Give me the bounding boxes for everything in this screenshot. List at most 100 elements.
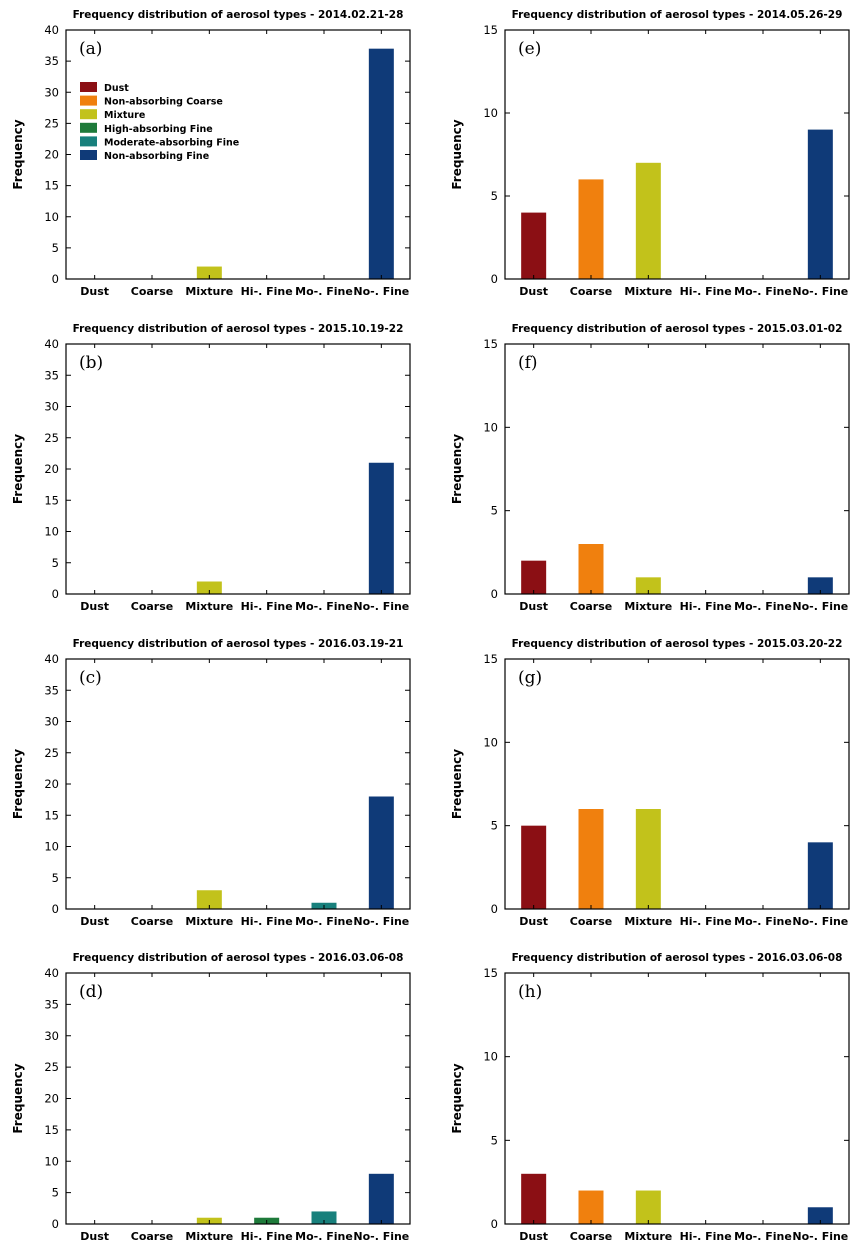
bar-no-fine xyxy=(807,1207,833,1224)
y-tick-label: 20 xyxy=(44,148,59,162)
panel-label: (a) xyxy=(79,39,102,59)
bar-no-fine xyxy=(807,129,833,279)
legend-label: Non-absorbing Coarse xyxy=(104,97,223,108)
chart-panel-b: Frequency distribution of aerosol types … xyxy=(11,323,411,613)
bar-mixture xyxy=(635,577,661,594)
legend-label: Non-absorbing Fine xyxy=(104,151,209,162)
x-tick-label: Mixture xyxy=(624,285,672,298)
y-tick-label: 15 xyxy=(44,1123,59,1137)
y-tick-label: 35 xyxy=(44,54,59,68)
bar-coarse xyxy=(578,179,604,279)
y-tick-label: 30 xyxy=(44,1029,59,1043)
bar-no-fine xyxy=(368,1173,394,1224)
x-tick-label: Hi-. Fine xyxy=(241,1230,293,1243)
x-tick-label: Coarse xyxy=(131,600,174,613)
x-tick-label: Mo-. Fine xyxy=(295,600,353,613)
x-tick-label: Dust xyxy=(519,915,548,928)
y-tick-label: 15 xyxy=(44,179,59,193)
bar-no-fine xyxy=(368,48,394,279)
x-tick-label: Coarse xyxy=(131,1230,174,1243)
y-tick-label: 10 xyxy=(44,210,59,224)
y-axis-label: Frequency xyxy=(11,749,25,819)
y-tick-label: 30 xyxy=(44,85,59,99)
bar-dust xyxy=(521,212,547,279)
y-tick-label: 5 xyxy=(52,241,59,255)
chart-title: Frequency distribution of aerosol types … xyxy=(73,638,404,650)
chart-title: Frequency distribution of aerosol types … xyxy=(512,323,843,335)
y-tick-label: 35 xyxy=(44,368,59,382)
bar-mixture xyxy=(196,266,222,279)
y-tick-label: 40 xyxy=(44,966,59,980)
legend-label: Dust xyxy=(104,83,129,94)
y-tick-label: 20 xyxy=(44,462,59,476)
plot-frame xyxy=(504,29,850,280)
x-tick-label: No-. Fine xyxy=(353,600,409,613)
y-tick-label: 25 xyxy=(44,746,59,760)
panel-label: (c) xyxy=(79,668,102,688)
y-tick-label: 15 xyxy=(483,966,498,980)
bar-no-fine xyxy=(368,462,394,594)
y-tick-label: 10 xyxy=(44,840,59,854)
bar-mixture xyxy=(635,162,661,279)
bar-dust xyxy=(521,560,547,594)
y-tick-label: 0 xyxy=(52,272,59,286)
x-tick-label: Mo-. Fine xyxy=(295,915,353,928)
chart-title: Frequency distribution of aerosol types … xyxy=(512,952,843,964)
panel-label: (f) xyxy=(518,353,538,373)
x-tick-label: No-. Fine xyxy=(353,915,409,928)
x-tick-label: Coarse xyxy=(131,915,174,928)
y-tick-label: 10 xyxy=(483,1050,498,1064)
bar-mo-fine xyxy=(311,1211,337,1224)
chart-panel-e: Frequency distribution of aerosol types … xyxy=(450,9,850,298)
y-tick-label: 15 xyxy=(483,337,498,351)
x-tick-label: Dust xyxy=(519,1230,548,1243)
plot-frame xyxy=(65,29,411,280)
x-tick-label: Dust xyxy=(519,600,548,613)
x-tick-label: Mixture xyxy=(624,600,672,613)
x-tick-label: Coarse xyxy=(570,915,613,928)
x-tick-label: No-. Fine xyxy=(792,285,848,298)
legend-swatch xyxy=(80,136,97,147)
x-tick-label: Mo-. Fine xyxy=(734,600,792,613)
x-tick-label: Mixture xyxy=(185,1230,233,1243)
x-tick-label: Dust xyxy=(80,1230,109,1243)
bar-mixture xyxy=(196,581,222,594)
y-axis-label: Frequency xyxy=(11,1063,25,1133)
legend-label: High-absorbing Fine xyxy=(104,124,213,135)
chart-title: Frequency distribution of aerosol types … xyxy=(73,952,404,964)
chart-panel-g: Frequency distribution of aerosol types … xyxy=(450,638,850,928)
y-tick-label: 5 xyxy=(52,871,59,885)
y-tick-label: 30 xyxy=(44,400,59,414)
x-tick-label: No-. Fine xyxy=(792,600,848,613)
chart-title: Frequency distribution of aerosol types … xyxy=(73,9,404,21)
x-tick-label: Dust xyxy=(519,285,548,298)
y-tick-label: 20 xyxy=(44,1092,59,1106)
x-tick-label: Dust xyxy=(80,600,109,613)
y-tick-label: 5 xyxy=(52,1186,59,1200)
y-tick-label: 15 xyxy=(483,652,498,666)
plot-frame xyxy=(504,972,850,1225)
y-tick-label: 25 xyxy=(44,1060,59,1074)
bar-coarse xyxy=(578,544,604,594)
plot-frame xyxy=(65,658,411,910)
panel-label: (h) xyxy=(518,982,542,1002)
y-tick-label: 15 xyxy=(483,23,498,37)
x-tick-label: Hi-. Fine xyxy=(680,915,732,928)
x-tick-label: Dust xyxy=(80,915,109,928)
bar-mixture xyxy=(635,809,661,909)
chart-title: Frequency distribution of aerosol types … xyxy=(512,9,843,21)
y-tick-label: 10 xyxy=(483,735,498,749)
x-tick-label: Hi-. Fine xyxy=(241,600,293,613)
panel-label: (d) xyxy=(79,982,103,1002)
y-tick-label: 5 xyxy=(491,504,498,518)
plot-frame xyxy=(504,343,850,595)
plot-frame xyxy=(65,343,411,595)
y-tick-label: 10 xyxy=(44,525,59,539)
y-tick-label: 30 xyxy=(44,715,59,729)
x-tick-label: Mo-. Fine xyxy=(734,1230,792,1243)
y-tick-label: 0 xyxy=(52,587,59,601)
y-tick-label: 5 xyxy=(52,556,59,570)
x-tick-label: Mixture xyxy=(624,1230,672,1243)
y-tick-label: 10 xyxy=(483,420,498,434)
